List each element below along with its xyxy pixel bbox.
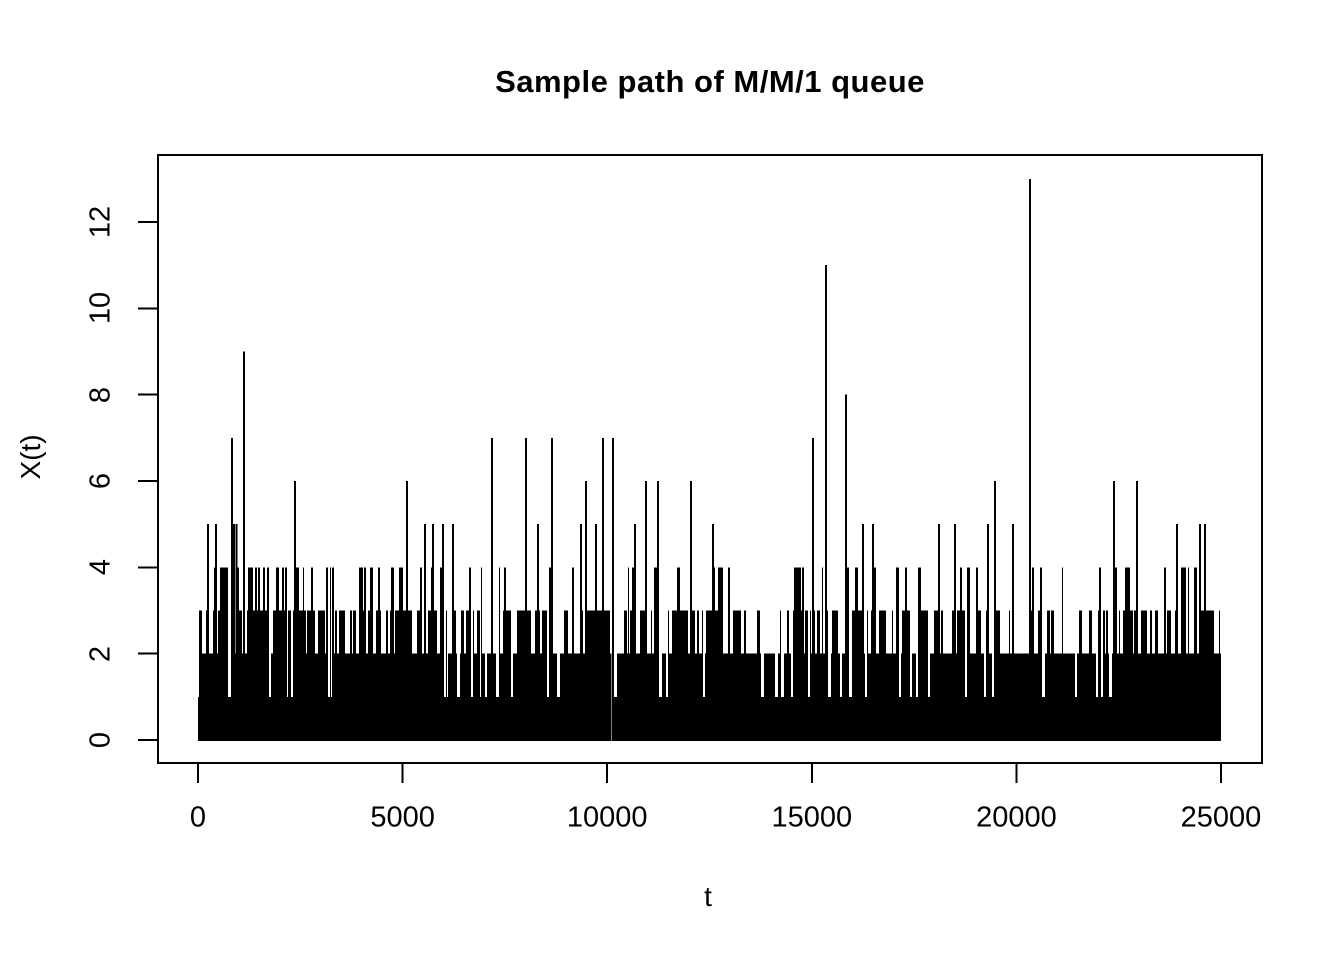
- x-tick-label: 20000: [976, 801, 1057, 834]
- x-tick-label: 0: [189, 801, 207, 834]
- x-axis-title: t: [704, 881, 712, 912]
- y-tick-label: 4: [84, 559, 117, 576]
- y-tick-label: 12: [84, 205, 117, 239]
- queue-path-texture: [198, 567, 1221, 741]
- y-tick-label: 6: [84, 472, 117, 490]
- chart-title: Sample path of M/M/1 queue: [495, 64, 925, 99]
- y-tick-label: 10: [84, 292, 117, 325]
- x-tick-label: 25000: [1180, 801, 1262, 834]
- plot-border: [157, 154, 1263, 764]
- y-tick-label: 2: [84, 645, 117, 662]
- y-tick-label: 8: [84, 386, 117, 403]
- y-tick-label: 0: [84, 731, 117, 749]
- x-tick-label: 10000: [566, 801, 648, 834]
- x-tick-label: 5000: [370, 801, 435, 834]
- x-tick-label: 15000: [771, 801, 853, 834]
